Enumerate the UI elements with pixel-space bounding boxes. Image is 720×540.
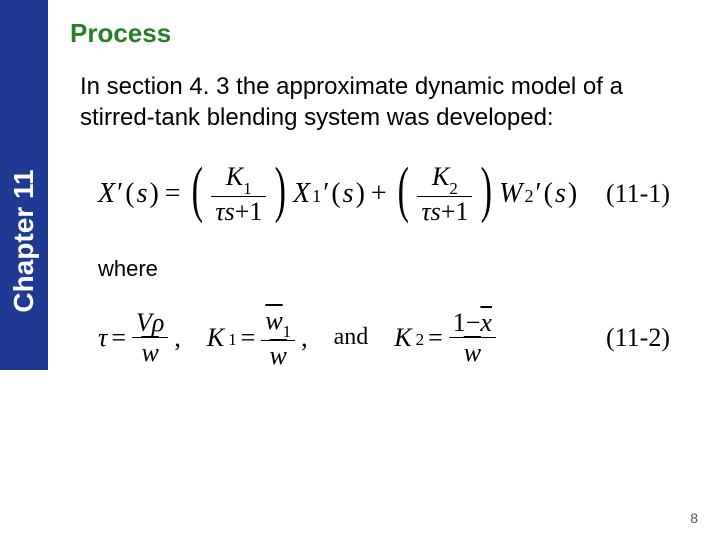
eq2-w1bar: w: [265, 306, 282, 335]
eq1-s1: s: [137, 178, 148, 210]
eq2-frac-tau: Vρ w: [132, 309, 168, 367]
eq2-wbar1: w: [142, 338, 159, 367]
eq1-lp3: (: [544, 178, 553, 210]
slide-content: Process In section 4. 3 the approximate …: [70, 18, 700, 369]
eq2-term-tau: τ = Vρ w ,: [98, 309, 181, 367]
eq2-wbar2: w: [270, 341, 287, 370]
eq1-prime2: ′: [323, 178, 329, 210]
eq2-K1sub: 1: [228, 330, 236, 350]
eq1-lp2: (: [331, 178, 340, 210]
chapter-sidebar: Chapter 11: [0, 0, 48, 370]
eq2-and: and: [334, 324, 369, 351]
eq1-W2sub: 2: [524, 186, 533, 207]
eq2-w1sub: 1: [283, 322, 291, 341]
eq2-K2sub: 2: [416, 330, 424, 350]
eq2-K1: K: [207, 323, 224, 353]
eq1-bigL2: (: [397, 172, 408, 209]
eq2-eq1: =: [111, 323, 126, 353]
equation-11-1: X′ (s) = ( K1 τs+1 ) X1′ (s) + ( K2 τs+1…: [98, 163, 700, 225]
where-label: where: [98, 256, 700, 282]
eq2-tau: τ: [98, 323, 107, 353]
eq2-wbar3: w: [464, 338, 481, 367]
eq2-rho: ρ: [152, 308, 164, 337]
equation-11-2: τ = Vρ w , K1 = w1 w , and: [98, 307, 700, 369]
eq1-rp1: ): [149, 178, 158, 210]
eq2-frac-K1: w1 w: [261, 307, 295, 369]
eq2-term-K2: K2 = 1−x w: [394, 309, 498, 367]
eq2-number: (11-2): [606, 323, 670, 353]
eq1-tau1: τ: [215, 197, 224, 226]
eq2-expression: τ = Vρ w , K1 = w1 w , and: [98, 307, 498, 369]
eq1-rp2: ): [356, 178, 365, 210]
page-number: 8: [690, 510, 698, 526]
eq1-frac1: K1 τs+1: [211, 163, 266, 225]
section-title: Process: [70, 18, 700, 49]
eq2-K2: K: [394, 323, 411, 353]
eq2-eq3: =: [428, 323, 443, 353]
eq1-X1: X: [293, 178, 310, 210]
eq1-s3: s: [343, 178, 354, 210]
eq1-s2: s: [225, 197, 235, 226]
eq1-plus: +: [371, 178, 387, 210]
eq1-p1a: +1: [235, 197, 263, 226]
eq1-X1sub: 1: [312, 186, 321, 207]
eq1-rp3: ): [568, 178, 577, 210]
intro-text: In section 4. 3 the approximate dynamic …: [70, 71, 700, 133]
eq2-V: V: [136, 308, 152, 337]
eq1-K2sub: 2: [449, 179, 457, 198]
eq2-c1: ,: [174, 323, 181, 353]
eq1-prime1: ′: [117, 178, 123, 210]
eq2-frac-K2: 1−x w: [449, 309, 496, 367]
eq2-c2: ,: [301, 323, 308, 353]
eq2-term-K1: K1 = w1 w ,: [207, 307, 308, 369]
eq1-number: (11-1): [606, 179, 670, 209]
eq1-X: X: [98, 178, 115, 210]
eq1-expression: X′ (s) = ( K1 τs+1 ) X1′ (s) + ( K2 τs+1…: [98, 163, 577, 225]
eq1-bigR2: ): [481, 172, 492, 209]
eq1-eq: =: [165, 178, 181, 210]
eq1-s4: s: [431, 197, 441, 226]
eq2-1m: 1−: [453, 308, 481, 337]
eq1-lp1: (: [125, 178, 134, 210]
eq1-bigL1: (: [191, 172, 202, 209]
eq1-prime3: ′: [536, 178, 542, 210]
eq1-s5: s: [555, 178, 566, 210]
eq1-tau2: τ: [421, 197, 430, 226]
eq1-p1b: +1: [441, 197, 469, 226]
eq1-K2: K: [432, 162, 449, 191]
eq2-xbar: x: [480, 308, 492, 337]
eq1-K1: K: [226, 162, 243, 191]
eq1-K1sub: 1: [243, 179, 251, 198]
eq1-W2: W: [499, 178, 522, 210]
eq1-frac2: K2 τs+1: [417, 163, 472, 225]
eq2-eq2: =: [241, 323, 256, 353]
eq1-bigR1: ): [275, 172, 286, 209]
chapter-label: Chapter 11: [8, 169, 40, 312]
